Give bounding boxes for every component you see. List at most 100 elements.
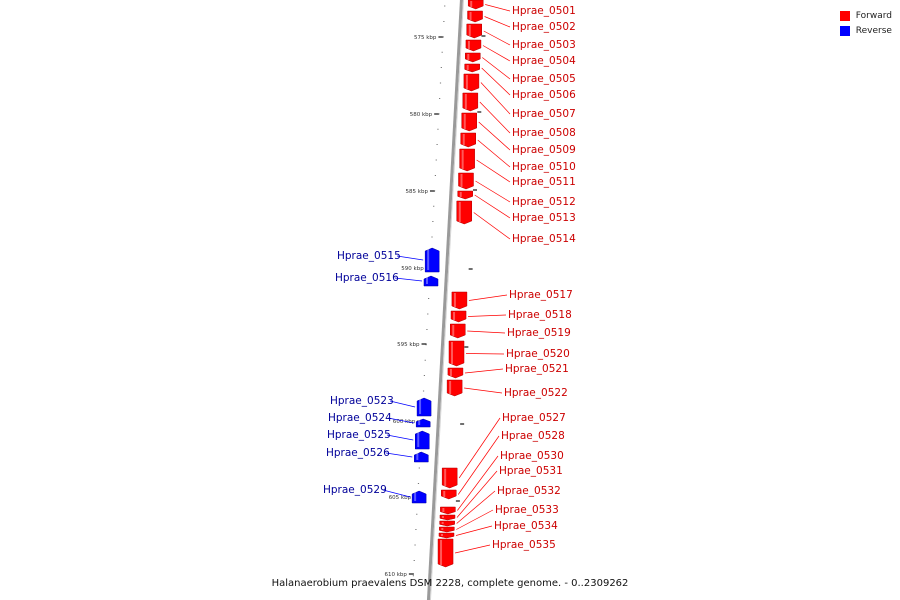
gene-label-Hprae_0527[interactable]: Hprae_0527	[502, 412, 566, 424]
gene-label-Hprae_0506[interactable]: Hprae_0506	[512, 89, 576, 101]
gene-label-Hprae_0511[interactable]: Hprae_0511	[512, 176, 576, 188]
gene-shine	[453, 293, 456, 307]
gene-block-Hprae_0508[interactable]	[462, 92, 479, 112]
gene-label-Hprae_0520[interactable]: Hprae_0520	[506, 348, 570, 360]
label-leader-line	[474, 194, 511, 219]
label-leader-line	[481, 67, 511, 96]
gene-block-Hprae_0506[interactable]	[464, 63, 480, 73]
gene-block-Hprae_0520[interactable]	[448, 340, 465, 367]
gene-label-Hprae_0517[interactable]: Hprae_0517	[509, 289, 573, 301]
gene-label-Hprae_0530[interactable]: Hprae_0530	[500, 450, 564, 462]
gene-block-Hprae_0526[interactable]	[414, 451, 429, 463]
gene-label-Hprae_0512[interactable]: Hprae_0512	[512, 196, 576, 208]
gene-block-Hprae_0529[interactable]	[411, 490, 427, 504]
gene-shine	[452, 325, 455, 336]
label-leader-line	[456, 490, 496, 524]
gene-label-Hprae_0519[interactable]: Hprae_0519	[507, 327, 571, 339]
gene-shine	[419, 399, 422, 414]
gene-label-Hprae_0507[interactable]: Hprae_0507	[512, 108, 576, 120]
label-leader-line	[387, 417, 415, 424]
gene-shine	[469, 12, 472, 20]
gene-shine	[416, 453, 419, 460]
ruler-label: 580 kbp	[410, 112, 433, 118]
gene-label-Hprae_0505[interactable]: Hprae_0505	[512, 73, 576, 85]
gene-label-Hprae_0534[interactable]: Hprae_0534	[494, 520, 558, 532]
gene-label-Hprae_0528[interactable]: Hprae_0528	[501, 430, 565, 442]
gene-label-Hprae_0535[interactable]: Hprae_0535	[492, 539, 556, 551]
gene-label-Hprae_0502[interactable]: Hprae_0502	[512, 21, 576, 33]
gene-block-Hprae_0518[interactable]	[450, 310, 467, 323]
gene-label-Hprae_0513[interactable]: Hprae_0513	[512, 212, 576, 224]
gene-shine	[462, 134, 465, 145]
gene-label-Hprae_0508[interactable]: Hprae_0508	[512, 127, 576, 139]
gene-block-Hprae_0525[interactable]	[415, 430, 430, 450]
legend-item-reverse: Reverse	[839, 23, 892, 38]
gene-label-Hprae_0524[interactable]: Hprae_0524	[328, 412, 392, 424]
gene-block-Hprae_0502[interactable]	[467, 10, 483, 23]
gene-block-Hprae_0511[interactable]	[459, 148, 475, 172]
gene-shine	[465, 75, 468, 89]
gene-block-Hprae_0530[interactable]	[440, 506, 456, 515]
gene-block-Hprae_0534[interactable]	[438, 532, 455, 539]
gene-label-Hprae_0529[interactable]: Hprae_0529	[323, 484, 387, 496]
label-leader-line	[473, 212, 511, 240]
gene-shine	[460, 174, 463, 187]
gene-block-Hprae_0512[interactable]	[458, 172, 474, 190]
gene-label-Hprae_0514[interactable]: Hprae_0514	[512, 233, 576, 245]
gene-block-Hprae_0532[interactable]	[439, 520, 455, 527]
gene-block-Hprae_0510[interactable]	[460, 132, 476, 148]
gene-block-Hprae_0507[interactable]	[463, 73, 480, 92]
gene-block-Hprae_0513[interactable]	[457, 190, 473, 200]
gene-block-Hprae_0509[interactable]	[461, 112, 477, 132]
gene-label-Hprae_0522[interactable]: Hprae_0522	[504, 387, 568, 399]
gene-label-Hprae_0509[interactable]: Hprae_0509	[512, 144, 576, 156]
gene-block-Hprae_0531[interactable]	[439, 514, 456, 521]
gene-shine	[444, 469, 447, 486]
gene-label-Hprae_0523[interactable]: Hprae_0523	[330, 395, 394, 407]
gene-shine	[417, 432, 420, 447]
label-leader-line	[457, 435, 500, 495]
gene-block-Hprae_0519[interactable]	[449, 323, 466, 339]
gene-block-Hprae_0514[interactable]	[456, 200, 473, 225]
label-leader-line	[479, 101, 511, 134]
gene-block-Hprae_0528[interactable]	[441, 489, 457, 500]
gene-shine	[441, 516, 444, 518]
label-leader-line	[482, 45, 511, 62]
gene-block-Hprae_0517[interactable]	[451, 291, 468, 310]
gene-label-Hprae_0515[interactable]: Hprae_0515	[337, 250, 401, 262]
gene-label-Hprae_0501[interactable]: Hprae_0501	[512, 5, 576, 17]
gene-block-Hprae_0533[interactable]	[439, 526, 455, 533]
gene-block-Hprae_0535[interactable]	[437, 538, 454, 568]
gene-label-Hprae_0531[interactable]: Hprae_0531	[499, 465, 563, 477]
gene-label-Hprae_0504[interactable]: Hprae_0504	[512, 55, 576, 67]
gene-block-Hprae_0527[interactable]	[441, 467, 458, 489]
gene-label-Hprae_0503[interactable]: Hprae_0503	[512, 39, 576, 51]
gene-block-Hprae_0505[interactable]	[465, 52, 481, 63]
gene-block-Hprae_0521[interactable]	[447, 367, 464, 379]
gene-label-Hprae_0533[interactable]: Hprae_0533	[495, 504, 559, 516]
gene-label-Hprae_0516[interactable]: Hprae_0516	[335, 272, 399, 284]
gene-label-Hprae_0526[interactable]: Hprae_0526	[326, 447, 390, 459]
label-leader-line	[482, 57, 511, 80]
gene-label-Hprae_0525[interactable]: Hprae_0525	[327, 429, 391, 441]
label-leader-line	[467, 330, 506, 334]
label-leader-line	[385, 452, 413, 458]
gene-label-Hprae_0518[interactable]: Hprae_0518	[508, 309, 572, 321]
gene-block-Hprae_0522[interactable]	[446, 379, 463, 397]
gene-block-Hprae_0501[interactable]	[467, 0, 484, 10]
gene-block-Hprae_0503[interactable]	[466, 23, 482, 39]
label-leader-line	[455, 525, 493, 536]
gene-block-Hprae_0504[interactable]	[465, 39, 482, 52]
gene-label-Hprae_0521[interactable]: Hprae_0521	[505, 363, 569, 375]
gene-block-Hprae_0524[interactable]	[415, 418, 431, 428]
gene-label-Hprae_0510[interactable]: Hprae_0510	[512, 161, 576, 173]
genome-backbone	[426, 0, 464, 600]
backbone-line	[426, 0, 463, 600]
gene-block-Hprae_0515[interactable]	[424, 247, 440, 273]
gene-block-Hprae_0516[interactable]	[423, 275, 439, 287]
gene-shine	[466, 65, 469, 70]
gene-label-Hprae_0532[interactable]: Hprae_0532	[497, 485, 561, 497]
gene-block-Hprae_0523[interactable]	[416, 397, 432, 417]
legend-label-forward: Forward	[855, 10, 892, 21]
gene-shine	[441, 522, 444, 524]
